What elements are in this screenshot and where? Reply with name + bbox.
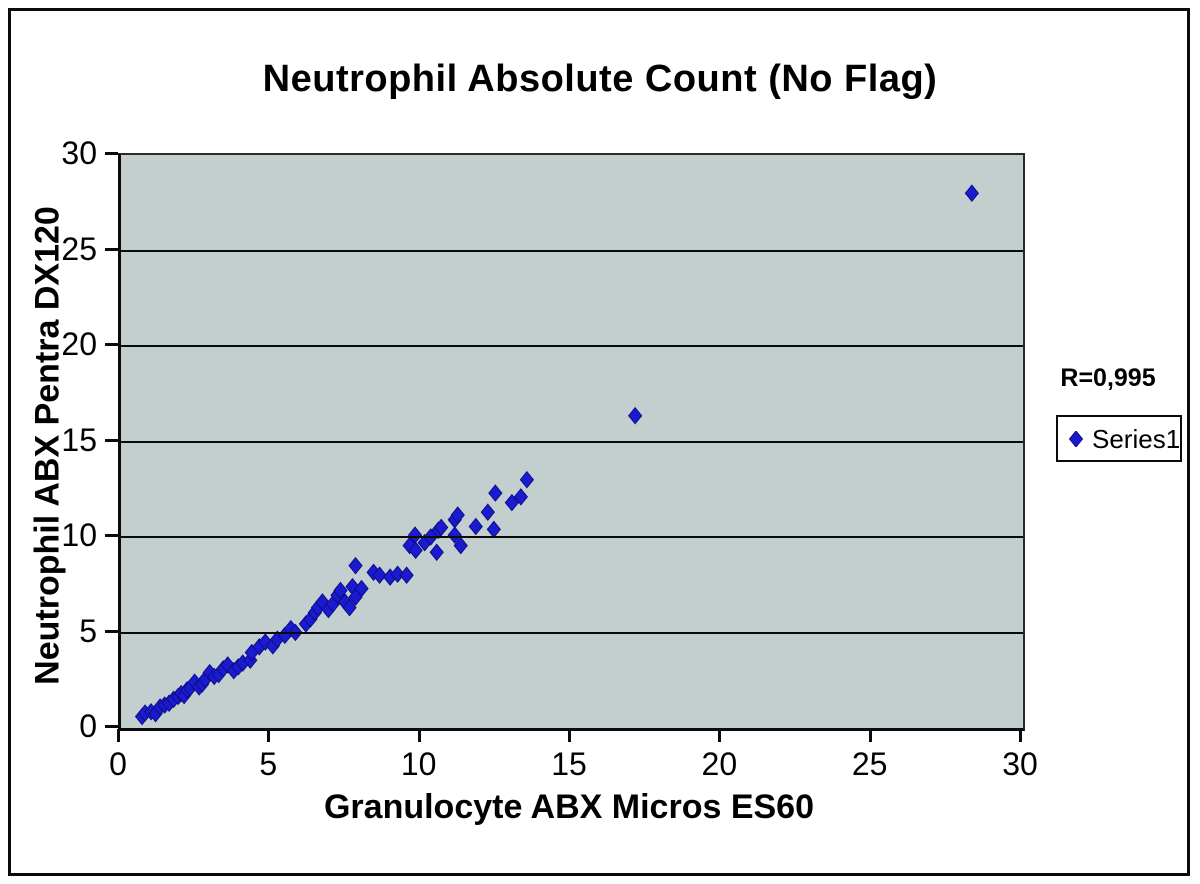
data-point xyxy=(488,484,503,502)
y-tick-label-15: 15 xyxy=(61,421,97,458)
gridline-y-15 xyxy=(121,440,1023,443)
r-value-annotation: R=0,995 xyxy=(1060,364,1156,392)
chart-title: Neutrophil Absolute Count (No Flag) xyxy=(262,58,938,100)
legend-series-label: Series1 xyxy=(1092,423,1181,454)
data-point xyxy=(450,506,465,524)
data-point xyxy=(468,517,483,536)
y-tick-mark-20 xyxy=(105,343,118,346)
y-tick-mark-25 xyxy=(105,247,118,251)
data-point xyxy=(408,541,423,560)
data-point xyxy=(348,556,363,575)
y-tick-mark-15 xyxy=(105,438,118,442)
data-point xyxy=(453,536,468,555)
x-tick-label-20: 20 xyxy=(701,746,738,782)
data-point xyxy=(342,598,357,617)
x-tick-mark-5 xyxy=(267,729,271,742)
y-tick-label-5: 5 xyxy=(79,612,97,649)
data-point xyxy=(964,184,980,202)
legend: Series1 xyxy=(1056,415,1182,462)
x-tick-mark-25 xyxy=(868,729,872,742)
plot-area xyxy=(118,153,1025,731)
y-tick-label-10: 10 xyxy=(61,517,97,553)
data-point xyxy=(354,579,369,598)
y-tick-mark-30 xyxy=(105,152,118,155)
y-tick-mark-5 xyxy=(105,629,118,633)
data-point xyxy=(434,518,449,537)
x-tick-mark-20 xyxy=(718,729,722,742)
x-tick-label-25: 25 xyxy=(851,746,888,782)
gridline-y-20 xyxy=(121,345,1023,347)
x-tick-mark-30 xyxy=(1019,729,1022,742)
data-point xyxy=(220,656,235,674)
series-diamond-icon xyxy=(1068,430,1084,447)
x-tick-label-10: 10 xyxy=(400,746,437,782)
gridline-y-10 xyxy=(121,536,1023,538)
y-tick-mark-10 xyxy=(105,534,118,537)
x-tick-mark-15 xyxy=(568,729,571,742)
data-point xyxy=(486,520,501,539)
gridline-y-5 xyxy=(121,631,1023,634)
x-tick-label-0: 0 xyxy=(109,746,127,782)
y-tick-label-30: 30 xyxy=(61,135,97,171)
gridline-y-25 xyxy=(121,249,1023,252)
y-tick-label-0: 0 xyxy=(79,708,97,744)
data-point xyxy=(372,566,387,584)
x-tick-mark-10 xyxy=(417,729,421,742)
data-point xyxy=(447,526,462,544)
y-tick-label-25: 25 xyxy=(61,230,97,267)
data-point xyxy=(504,493,520,512)
x-axis-title: Granulocyte ABX Micros ES60 xyxy=(323,788,814,826)
data-point xyxy=(513,488,529,506)
x-tick-label-5: 5 xyxy=(259,746,278,782)
y-tick-label-20: 20 xyxy=(61,326,97,362)
data-point xyxy=(333,581,348,600)
data-point xyxy=(399,566,414,584)
y-tick-mark-0 xyxy=(105,725,118,728)
data-point xyxy=(627,406,643,425)
data-point xyxy=(429,543,444,562)
data-point xyxy=(519,470,535,489)
x-tick-label-15: 15 xyxy=(551,746,587,782)
scatter-points-layer xyxy=(134,184,980,726)
data-point xyxy=(390,565,405,584)
x-tick-label-30: 30 xyxy=(1002,746,1038,782)
x-tick-mark-0 xyxy=(117,729,120,742)
data-point xyxy=(480,503,495,521)
